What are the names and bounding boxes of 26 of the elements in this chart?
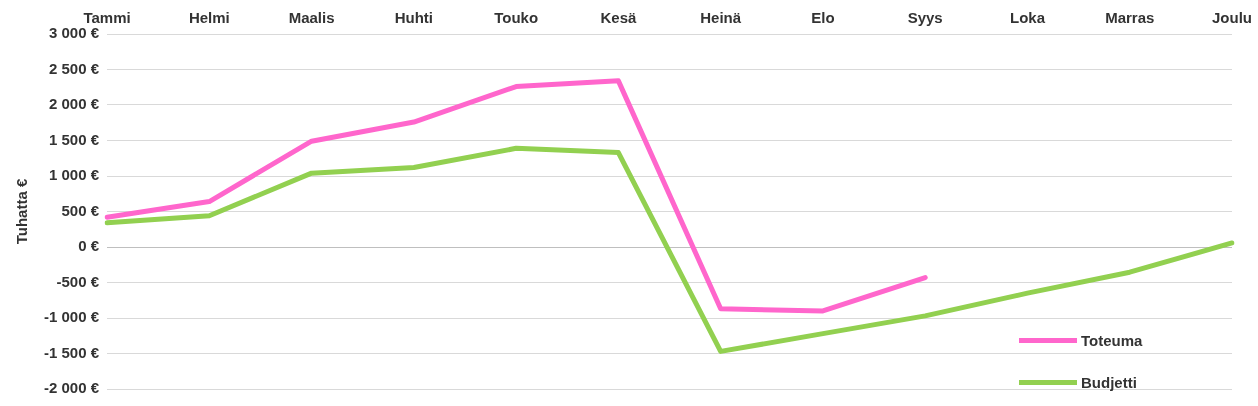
x-tick-label: Syys xyxy=(907,9,943,27)
y-tick-label: -500 € xyxy=(56,272,100,290)
legend-label: Budjetti xyxy=(1081,373,1137,391)
x-tick-label: Huhti xyxy=(394,9,434,27)
y-tick-label: 2 500 € xyxy=(48,59,100,77)
y-tick-label: 2 000 € xyxy=(48,95,100,113)
x-tick-label: Joulu xyxy=(1212,9,1252,27)
x-tick-label: Kesä xyxy=(600,9,637,27)
x-tick-label: Maalis xyxy=(288,9,335,27)
y-tick-label: 3 000 € xyxy=(48,24,100,42)
x-tick-label: Heinä xyxy=(700,9,742,27)
y-axis-title: Tuhatta € xyxy=(13,178,31,245)
y-tick-label: 1 500 € xyxy=(48,130,100,148)
x-tick-label: Loka xyxy=(1009,9,1046,27)
y-tick-label: 0 € xyxy=(78,237,100,255)
y-tick-label: -2 000 € xyxy=(43,379,100,397)
x-tick-label: Touko xyxy=(494,9,539,27)
x-tick-label: Tammi xyxy=(83,9,131,27)
legend-label: Toteuma xyxy=(1081,331,1143,349)
x-tick-label: Helmi xyxy=(188,9,230,27)
y-tick-label: -1 500 € xyxy=(43,343,100,361)
y-tick-label: 1 000 € xyxy=(48,166,100,184)
x-tick-label: Marras xyxy=(1105,9,1155,27)
y-tick-label: 500 € xyxy=(61,201,100,219)
y-tick-label: -1 000 € xyxy=(43,308,100,326)
x-tick-label: Elo xyxy=(811,9,835,27)
